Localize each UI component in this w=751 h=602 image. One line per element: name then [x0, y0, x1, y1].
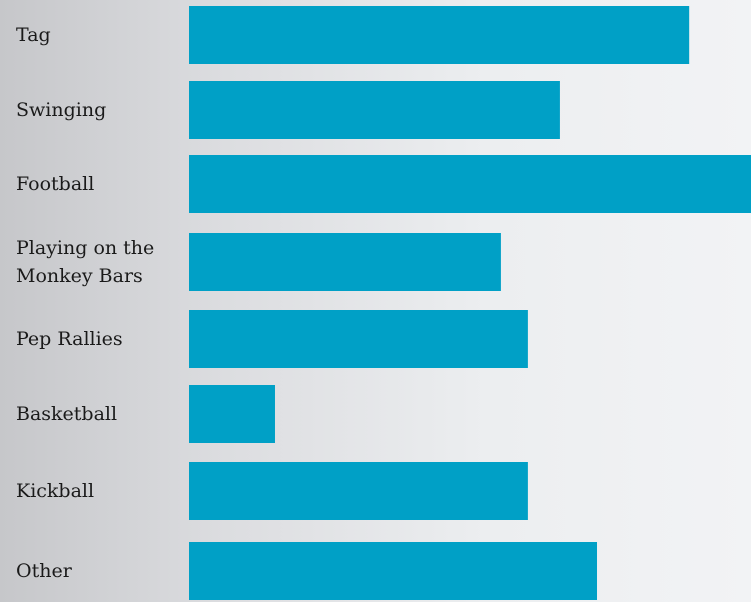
category-label: Swinging [16, 99, 106, 121]
category-label: Basketball [16, 403, 117, 425]
category-label: Other [16, 560, 73, 582]
bar-0 [189, 6, 690, 64]
bar-2 [189, 155, 751, 213]
category-label: Football [16, 173, 94, 195]
category-label: Playing on the Monkey Bars [16, 237, 154, 287]
bar-3 [189, 233, 501, 291]
category-label: Pep Rallies [16, 328, 123, 350]
category-label: Kickball [16, 480, 94, 502]
bar-7 [189, 542, 598, 600]
bar-6 [189, 462, 528, 520]
bar-4 [189, 310, 528, 368]
bar-5 [189, 385, 275, 443]
category-label: Tag [16, 24, 51, 46]
bar-1 [189, 81, 560, 139]
